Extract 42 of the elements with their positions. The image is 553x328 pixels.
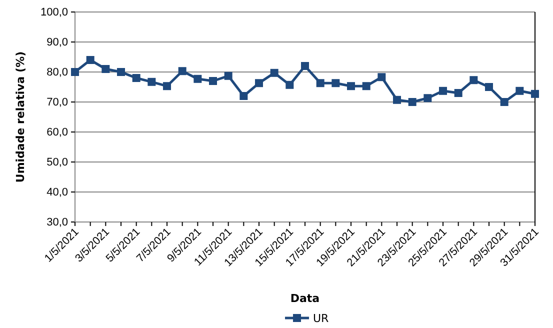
- y-tick-label: 100,0: [40, 6, 68, 19]
- point: [332, 79, 340, 88]
- point: [209, 77, 217, 85]
- point: [178, 67, 186, 76]
- point: [347, 82, 355, 90]
- point: [117, 68, 125, 76]
- point: [301, 62, 309, 70]
- y-tick-label: 60,0: [46, 126, 68, 139]
- point: [71, 68, 79, 76]
- y-tick-label: 30,0: [46, 216, 68, 229]
- y-tick-label: 90,0: [46, 36, 68, 49]
- point: [286, 80, 294, 89]
- y-tick-label: 40,0: [46, 186, 68, 199]
- point: [393, 96, 401, 104]
- y-axis-title: Umidade relativa (%): [14, 51, 27, 183]
- point: [255, 79, 263, 88]
- point: [163, 82, 171, 90]
- point: [362, 82, 370, 90]
- point: [86, 56, 94, 64]
- point: [500, 98, 508, 106]
- point: [148, 78, 156, 86]
- point: [270, 68, 278, 77]
- point: [378, 73, 386, 82]
- point: [470, 76, 478, 84]
- point: [439, 86, 447, 95]
- point: [102, 65, 110, 73]
- point: [194, 74, 202, 83]
- y-tick-label: 50,0: [46, 156, 68, 169]
- point: [454, 89, 462, 97]
- point: [132, 74, 140, 82]
- point: [516, 86, 524, 95]
- x-axis-title: Data: [290, 292, 320, 305]
- point: [408, 98, 416, 106]
- point: [485, 83, 493, 91]
- point: [531, 90, 539, 98]
- point: [240, 92, 248, 100]
- y-tick-label: 70,0: [46, 96, 68, 109]
- point: [316, 79, 324, 88]
- point: [224, 72, 232, 80]
- legend-label: UR: [313, 312, 330, 325]
- y-tick-label: 80,0: [46, 66, 68, 79]
- point: [424, 94, 432, 102]
